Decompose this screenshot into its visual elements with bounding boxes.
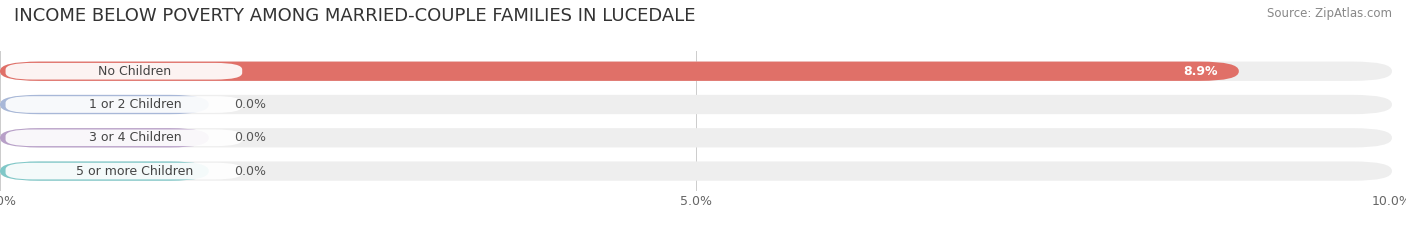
- FancyBboxPatch shape: [0, 95, 1392, 114]
- FancyBboxPatch shape: [0, 62, 1239, 81]
- FancyBboxPatch shape: [0, 161, 1392, 181]
- FancyBboxPatch shape: [6, 163, 242, 179]
- FancyBboxPatch shape: [0, 161, 209, 181]
- Text: Source: ZipAtlas.com: Source: ZipAtlas.com: [1267, 7, 1392, 20]
- Text: No Children: No Children: [98, 65, 172, 78]
- FancyBboxPatch shape: [0, 128, 209, 147]
- Text: 3 or 4 Children: 3 or 4 Children: [89, 131, 181, 144]
- Text: INCOME BELOW POVERTY AMONG MARRIED-COUPLE FAMILIES IN LUCEDALE: INCOME BELOW POVERTY AMONG MARRIED-COUPL…: [14, 7, 696, 25]
- Text: 8.9%: 8.9%: [1184, 65, 1218, 78]
- Text: 5 or more Children: 5 or more Children: [76, 164, 194, 178]
- Text: 0.0%: 0.0%: [233, 164, 266, 178]
- FancyBboxPatch shape: [0, 62, 1392, 81]
- FancyBboxPatch shape: [0, 95, 209, 114]
- Text: 1 or 2 Children: 1 or 2 Children: [89, 98, 181, 111]
- Text: 0.0%: 0.0%: [233, 131, 266, 144]
- FancyBboxPatch shape: [6, 130, 242, 146]
- FancyBboxPatch shape: [6, 96, 242, 113]
- Text: 0.0%: 0.0%: [233, 98, 266, 111]
- FancyBboxPatch shape: [0, 128, 1392, 147]
- FancyBboxPatch shape: [6, 63, 242, 79]
